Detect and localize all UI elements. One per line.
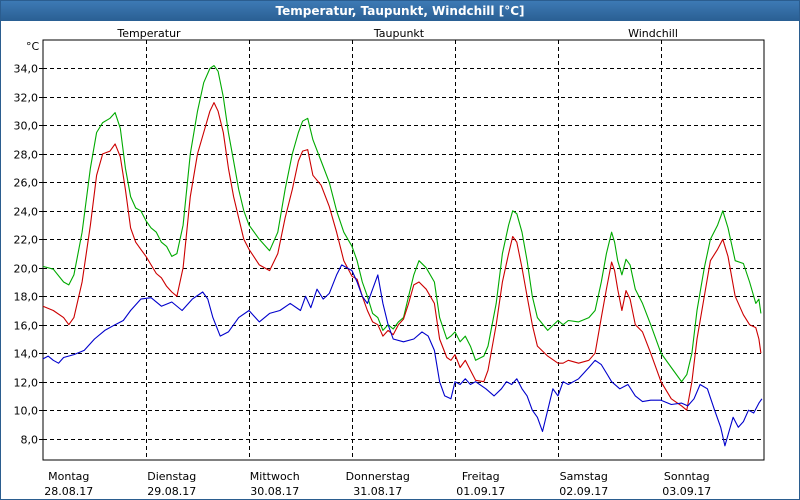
- date-label: 28.08.17: [44, 485, 93, 498]
- y-tick-label: 18,0: [14, 291, 39, 304]
- day-label: Mittwoch: [250, 470, 300, 483]
- day-label: Montag: [48, 470, 89, 483]
- date-label: 30.08.17: [250, 485, 299, 498]
- day-label: Samstag: [560, 470, 608, 483]
- date-label: 02.09.17: [559, 485, 608, 498]
- y-tick-label: 10,0: [14, 405, 39, 418]
- legend-taupunkt: Taupunkt: [373, 27, 425, 40]
- y-tick-label: 34,0: [14, 63, 39, 76]
- y-tick-label: 30,0: [14, 120, 39, 133]
- y-tick-label: 24,0: [14, 206, 39, 219]
- y-tick-label: 26,0: [14, 177, 39, 190]
- date-label: 31.08.17: [353, 485, 402, 498]
- y-tick-label: 22,0: [14, 234, 39, 247]
- date-label: 03.09.17: [662, 485, 711, 498]
- y-axis-label: °C: [26, 40, 40, 53]
- date-label: 01.09.17: [456, 485, 505, 498]
- legend-windchill: Windchill: [628, 27, 678, 40]
- series-line-taupunkt: [42, 264, 763, 447]
- y-tick-label: 14,0: [14, 348, 39, 361]
- day-label: Sonntag: [664, 470, 710, 483]
- date-label: 29.08.17: [147, 485, 196, 498]
- day-label: Donnerstag: [346, 470, 410, 483]
- plot-area: [42, 39, 765, 461]
- y-tick-label: 12,0: [14, 377, 39, 390]
- y-tick-label: 32,0: [14, 92, 39, 105]
- y-tick-label: 16,0: [14, 320, 39, 333]
- series-line-temperatur: [42, 102, 762, 411]
- y-tick-label: 8,0: [21, 434, 39, 447]
- chart-title: Temperatur, Taupunkt, Windchill [°C]: [1, 1, 799, 21]
- y-tick-label: 28,0: [14, 149, 39, 162]
- day-label: Dienstag: [147, 470, 196, 483]
- day-label: Freitag: [462, 470, 500, 483]
- y-tick-label: 20,0: [14, 263, 39, 276]
- series-line-windchill: [42, 65, 762, 383]
- legend-temperatur: Temperatur: [116, 27, 181, 40]
